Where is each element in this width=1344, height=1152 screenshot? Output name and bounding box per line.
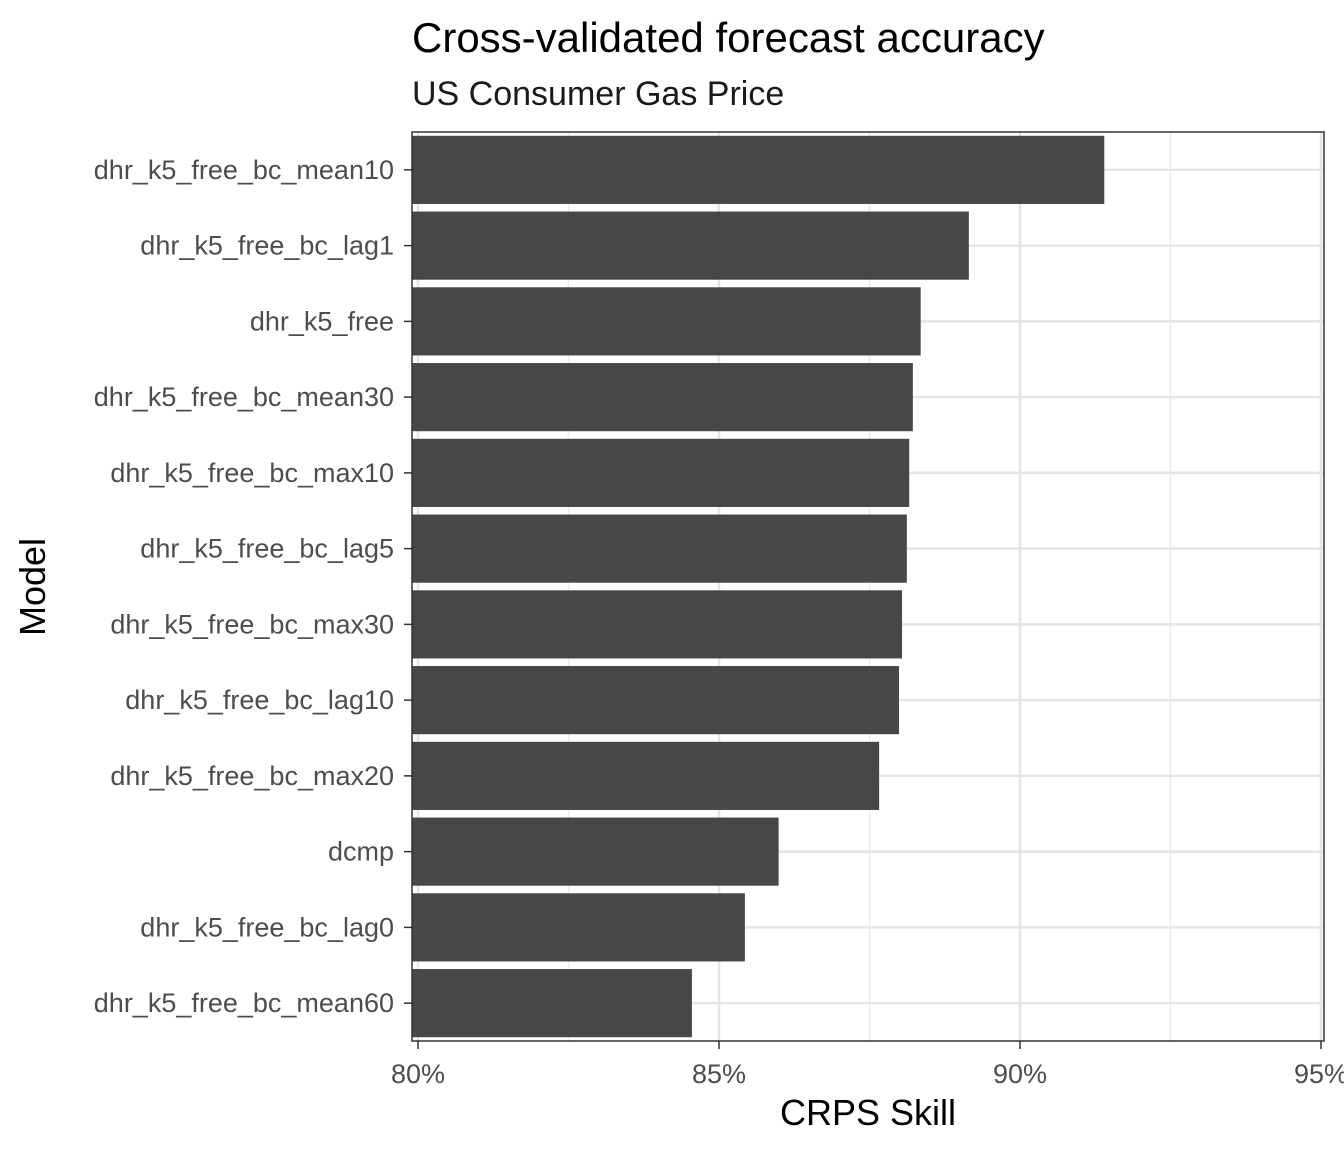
x-axis-title: CRPS Skill	[780, 1092, 956, 1133]
bar	[412, 514, 907, 583]
plot-panel-border	[411, 131, 1325, 1042]
x-tick-label: 80%	[391, 1059, 445, 1089]
bar	[412, 817, 779, 886]
chart-title: Cross-validated forecast accuracy	[412, 14, 1045, 61]
bar	[412, 969, 692, 1038]
y-tick-label: dhr_k5_free_bc_mean30	[94, 382, 394, 412]
y-tick-label: dhr_k5_free_bc_lag10	[125, 685, 394, 715]
bar	[412, 666, 900, 735]
y-tick-label: dhr_k5_free_bc_max30	[110, 609, 394, 639]
bar	[412, 590, 903, 659]
y-tick-label: dhr_k5_free_bc_lag5	[140, 534, 394, 564]
minor-gridlines	[567, 132, 1172, 1041]
y-tick-label: dhr_k5_free_bc_lag0	[140, 912, 394, 942]
y-axis: dhr_k5_free_bc_mean10 dhr_k5_free_bc_lag1…	[94, 155, 412, 1018]
bar	[412, 893, 745, 962]
bar	[412, 211, 969, 280]
x-tick-label: 95%	[1294, 1059, 1344, 1089]
bar	[412, 438, 910, 507]
bars	[412, 135, 1105, 1038]
chart-subtitle: US Consumer Gas Price	[412, 75, 784, 113]
bar	[412, 135, 1105, 204]
bar	[412, 287, 921, 356]
x-axis: 80% 85% 90% 95%	[391, 1041, 1344, 1089]
bar	[412, 741, 880, 810]
x-tick-label: 90%	[993, 1059, 1047, 1089]
y-tick-label: dcmp	[328, 837, 394, 867]
y-tick-label: dhr_k5_free_bc_lag1	[140, 231, 394, 261]
y-tick-label: dhr_k5_free_bc_mean10	[94, 155, 394, 185]
x-tick-label: 85%	[692, 1059, 746, 1089]
y-tick-label: dhr_k5_free_bc_mean60	[94, 988, 394, 1018]
y-tick-label: dhr_k5_free_bc_max10	[110, 458, 394, 488]
y-tick-label: dhr_k5_free_bc_max20	[110, 761, 394, 791]
bar	[412, 363, 913, 432]
y-tick-label: dhr_k5_free	[250, 306, 394, 336]
y-axis-title: Model	[12, 538, 53, 636]
